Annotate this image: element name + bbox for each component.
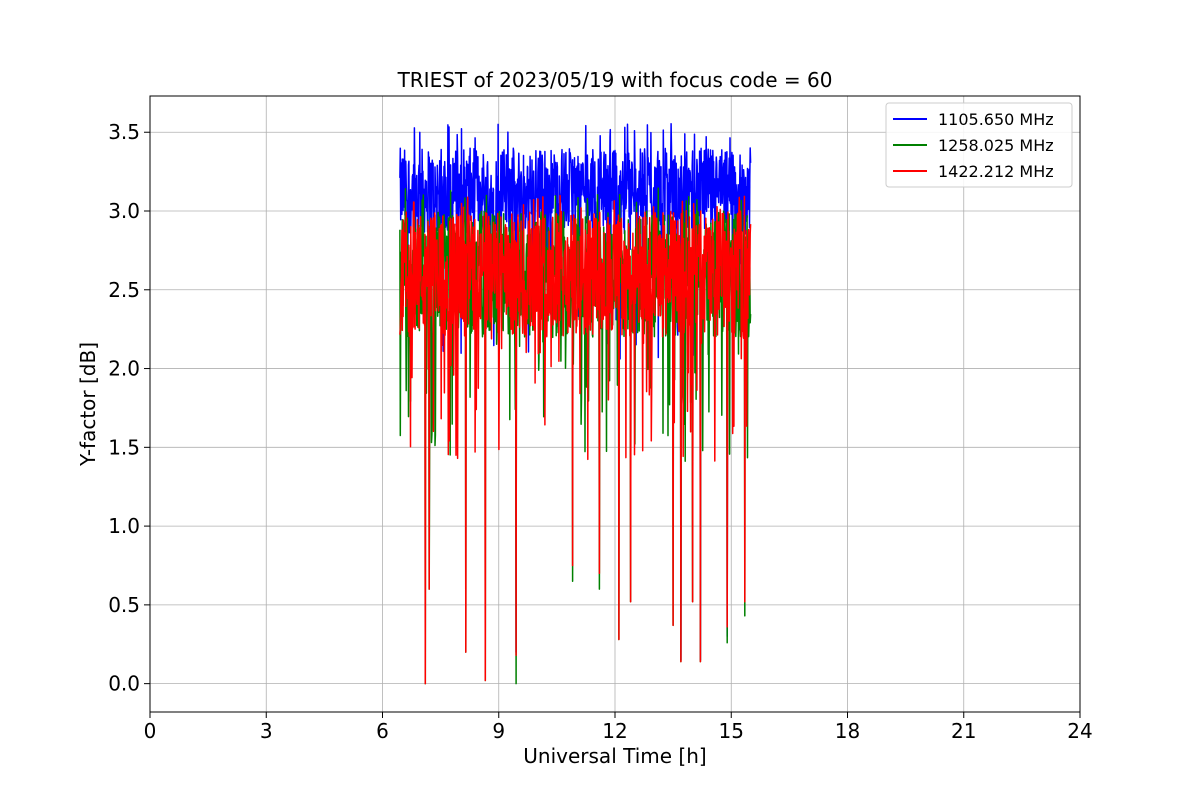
y-tick-label: 2.5 (108, 278, 140, 302)
y-tick-label: 1.0 (108, 514, 140, 538)
y-tick-label: 0.0 (108, 672, 140, 696)
x-tick-label: 18 (835, 719, 860, 743)
x-tick-label: 21 (951, 719, 976, 743)
series-line-3 (399, 194, 752, 685)
legend-box (885, 102, 1073, 188)
y-tick-label: 1.5 (108, 435, 140, 459)
series-layer (399, 123, 752, 685)
x-tick-label: 0 (144, 719, 157, 743)
ticks: 0 3 6 9 12 15 18 21 24 0.0 0.5 1.0 1.5 2.0 2.5 3.0 3.5 (108, 120, 1093, 743)
y-tick-label: 3.0 (108, 199, 140, 223)
y-tick-label: 3.5 (108, 120, 140, 144)
legend-entry: 1422.212 MHz (938, 162, 1054, 181)
x-tick-label: 6 (376, 719, 389, 743)
y-tick-label: 2.0 (108, 357, 140, 381)
x-tick-label: 12 (602, 719, 627, 743)
legend: 1105.650 MHz 1258.025 MHz 1422.212 MHz (885, 102, 1073, 188)
y-tick-label: 0.5 (108, 593, 140, 617)
legend-entry: 1105.650 MHz (938, 110, 1054, 129)
x-tick-label: 9 (492, 719, 505, 743)
chart-title: TRIEST of 2023/05/19 with focus code = 6… (397, 68, 833, 92)
y-axis-label: Y-factor [dB] (76, 342, 100, 467)
legend-entry: 1258.025 MHz (938, 136, 1054, 155)
x-tick-label: 3 (260, 719, 273, 743)
x-tick-label: 24 (1067, 719, 1092, 743)
x-axis-label: Universal Time [h] (523, 744, 706, 768)
x-tick-label: 15 (719, 719, 744, 743)
